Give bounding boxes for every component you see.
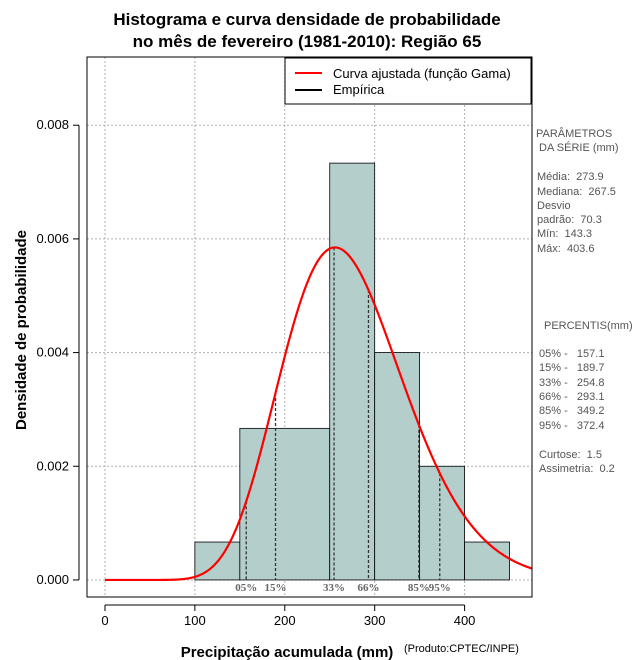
x-tick-label: 100: [184, 613, 206, 628]
stat-curtose: Curtose: 1.5: [539, 449, 602, 461]
plot-frame: [86, 56, 533, 598]
percentis-title: PERCENTIS(mm): [544, 320, 633, 332]
gamma-curve-layer: [104, 246, 533, 582]
param-media: Média: 273.9: [537, 171, 604, 183]
y-tick-label: 0.000: [36, 572, 69, 587]
histogram-bar: [239, 427, 331, 581]
histogram-bar: [329, 162, 376, 581]
percentile-85: 85% - 349.2: [539, 405, 604, 417]
percentile-05: 05% - 157.1: [539, 348, 604, 360]
histogram-bar: [374, 352, 421, 581]
y-tick-label: 0.008: [36, 117, 69, 132]
histogram-bar: [419, 465, 465, 581]
chart-title-line1: Histograma e curva densidade de probabil…: [113, 10, 500, 29]
percentile-label: 66%: [357, 582, 379, 594]
legend-curve-label: Curva ajustada (função Gama): [333, 66, 511, 81]
percentile-label: 33%: [323, 582, 345, 594]
histogram-bars: [194, 162, 510, 581]
x-tick-label: 400: [454, 613, 476, 628]
percentile-33: 33% - 254.8: [539, 377, 604, 389]
param-min: Mín: 143.3: [537, 228, 592, 240]
series-parameters-panel: PARÂMETROS DA SÉRIE (mm) Média: 273.9 Me…: [536, 127, 619, 255]
legend-empirical-label: Empírica: [333, 82, 385, 97]
y-tick-label: 0.006: [36, 231, 69, 246]
percentiles-panel: PERCENTIS(mm) 05% - 157.1 15% - 189.7 33…: [539, 320, 633, 475]
legend-box: [284, 57, 532, 105]
histogram-bar: [464, 541, 510, 581]
percentile-label: 95%: [429, 582, 451, 594]
percentile-66: 66% - 293.1: [539, 391, 604, 403]
x-axis: 0 100 200 300 400: [101, 604, 476, 628]
percentile-95: 95% - 372.4: [539, 420, 604, 432]
percentile-15: 15% - 189.7: [539, 362, 604, 374]
percentile-labels: 05% 15% 33% 66% 85%95%: [235, 582, 451, 594]
percentile-label: 15%: [265, 582, 287, 594]
stat-assimetria: Assimetria: 0.2: [539, 463, 615, 475]
percentile-label: 05%: [235, 582, 257, 594]
x-tick-label: 200: [274, 613, 296, 628]
x-tick-label: 0: [101, 613, 108, 628]
product-credit: (Produto:CPTEC/INPE): [404, 643, 519, 655]
param-max: Máx: 403.6: [537, 243, 594, 255]
percentile-lines: [245, 247, 441, 580]
legend: Curva ajustada (função Gama) Empírica: [284, 57, 532, 105]
param-desvio-value: padrão: 70.3: [537, 214, 602, 226]
y-axis-title: Densidade de probabilidade: [13, 230, 30, 430]
param-desvio-label: Desvio: [537, 200, 571, 212]
chart-title-line2: no mês de fevereiro (1981-2010): Região …: [133, 32, 482, 51]
y-tick-label: 0.002: [36, 458, 69, 473]
y-tick-label: 0.004: [36, 345, 69, 360]
params-title-2: DA SÉRIE (mm): [536, 141, 619, 154]
params-title-1: PARÂMETROS: [536, 127, 612, 140]
y-axis: 0.000 0.002 0.004 0.006 0.008: [36, 117, 80, 587]
percentile-label: 85%: [408, 582, 430, 594]
x-axis-title: Precipitação acumulada (mm): [181, 644, 394, 660]
param-mediana: Mediana: 267.5: [537, 186, 616, 198]
x-tick-label: 300: [364, 613, 386, 628]
gamma-curve: [104, 246, 533, 582]
